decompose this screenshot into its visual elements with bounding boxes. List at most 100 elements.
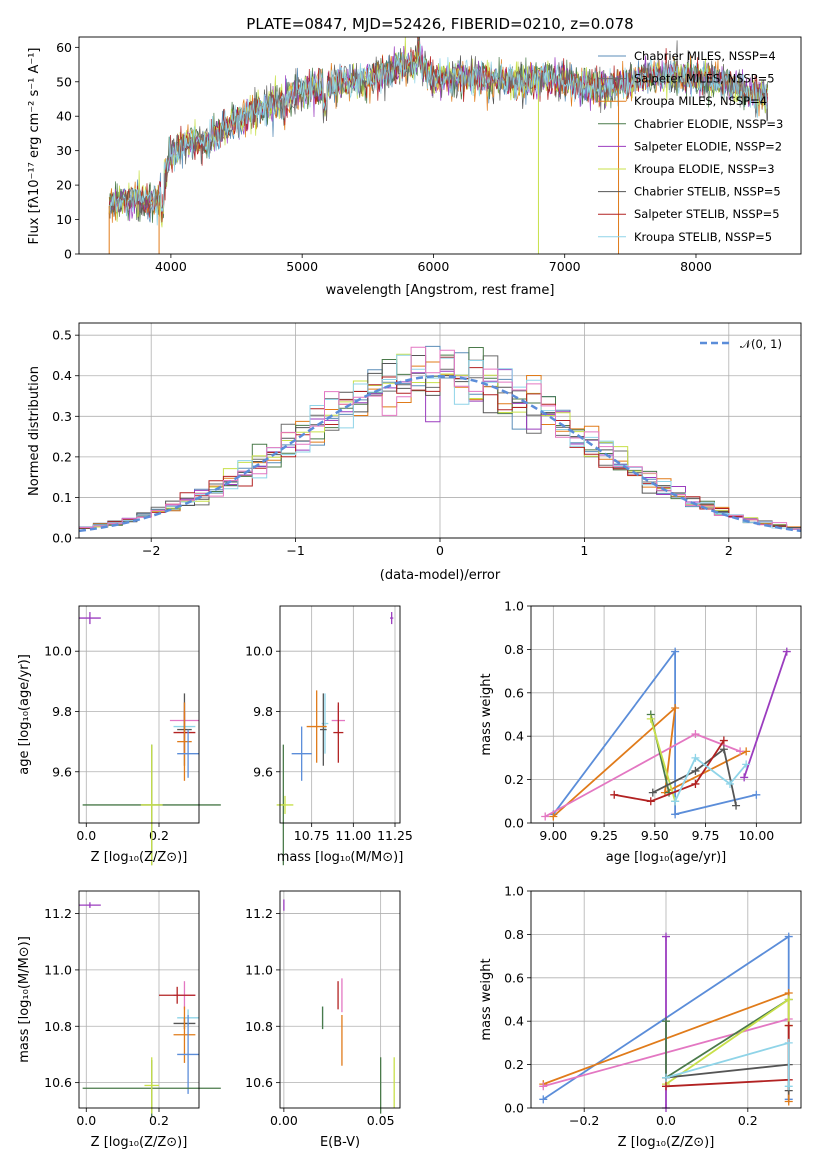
spectrum-y-axis-label: Flux [fλ10⁻¹⁷ erg cm⁻² s⁻¹ A⁻¹]	[27, 48, 42, 245]
histogram-y-axis-label: Normed distribution	[27, 366, 42, 496]
gaussian-reference-curve	[78, 374, 802, 533]
panel-frame	[279, 890, 401, 1109]
panel-x-axis-label: Z [log₁₀(Z/Z⊙)]	[91, 850, 188, 865]
weight-line	[674, 756, 747, 802]
y-tick-label: 11.2	[44, 906, 72, 921]
weight-marker	[671, 647, 680, 656]
weight-marker	[539, 1095, 548, 1104]
x-tick-label: 0	[436, 543, 444, 558]
panel-data	[79, 612, 221, 866]
y-tick-label: 0.2	[52, 449, 72, 464]
weight-marker	[671, 810, 680, 819]
spectrum-ticks: 4000 5000 6000 7000 8000 0 10 20 30 40 50 60	[56, 40, 712, 274]
mass-vs-extinction-panel: 0.00 0.05 10.6 10.8 11.0 11.2 E(B-V)	[245, 890, 401, 1150]
y-tick-label: 20	[56, 178, 72, 193]
x-tick-label: 2	[725, 543, 733, 558]
panel-frame	[78, 605, 200, 824]
weight-marker	[539, 1082, 548, 1091]
y-tick-label: 0.4	[504, 729, 524, 744]
weight-marker	[719, 736, 728, 745]
x-tick-label: 9.50	[641, 828, 669, 843]
weight-marker	[782, 647, 791, 656]
x-tick-label: 0.2	[738, 1113, 758, 1128]
weight-line	[614, 740, 725, 803]
weight-marker	[541, 812, 550, 821]
weight-marker	[784, 1082, 793, 1091]
age-vs-mass-panel: 10.75 11.00 11.25 9.6 9.8 10.0 mass [log₁₀(M/M…	[245, 605, 413, 866]
spectrum-lines	[108, 37, 769, 254]
y-tick-label: 0.2	[504, 772, 524, 787]
gaussian-legend-label: 𝒩(0, 1)	[740, 337, 782, 351]
x-tick-label: 1	[580, 543, 588, 558]
panel-grid-ticks: 0.00 0.05 10.6 10.8 11.0 11.2	[245, 891, 400, 1128]
x-tick-label: −0.2	[569, 1113, 599, 1128]
histogram-steps	[78, 345, 802, 533]
spectrum-line	[108, 44, 769, 226]
y-tick-label: 0.8	[504, 642, 524, 657]
weight-marker	[742, 760, 751, 769]
x-tick-label: 4000	[155, 259, 187, 274]
x-tick-label: 10.00	[738, 828, 774, 843]
weight-marker	[732, 801, 741, 810]
spectrum-panel: PLATE=0847, MJD=52426, FIBERID=0210, z=0…	[27, 15, 802, 298]
panel-x-axis-label: Z [log₁₀(Z/Z⊙)]	[91, 1135, 188, 1150]
panel-data	[283, 899, 395, 1114]
histogram-x-axis-label: (data-model)/error	[380, 568, 501, 583]
weight-line	[552, 648, 757, 816]
legend-label: Salpeter ELODIE, NSSP=2	[634, 139, 782, 153]
y-tick-label: 0.2	[504, 1057, 524, 1072]
panel-grid-ticks: 0.0 0.2 9.6 9.8 10.0	[44, 606, 199, 843]
y-tick-label: 1.0	[504, 884, 524, 899]
y-tick-label: 10.8	[245, 1019, 273, 1034]
x-tick-label: 0.2	[149, 828, 169, 843]
residual-histogram-panel: −2 −1 0 1 2 0.0 0.1 0.2 0.3 0.4 0.5 (data-model)/e…	[27, 322, 802, 583]
x-tick-label: 11.00	[335, 828, 371, 843]
age-vs-metallicity-panel: 0.0 0.2 9.6 9.8 10.0 Z [log₁₀(Z/Z⊙)] age [log₁…	[17, 605, 221, 866]
weight-marker	[662, 932, 670, 941]
weight-marker	[646, 797, 655, 806]
legend-label: Kroupa STELIB, NSSP=5	[634, 230, 772, 244]
panel-y-axis-label: mass weight	[479, 958, 494, 1040]
y-tick-label: 0.0	[504, 1101, 524, 1116]
panel-data	[276, 612, 394, 866]
weight-marker	[671, 703, 680, 712]
weight-marker	[784, 1097, 793, 1106]
y-tick-label: 0.8	[504, 927, 524, 942]
weight-marker	[691, 753, 700, 762]
y-tick-label: 50	[56, 74, 72, 89]
weight-marker	[784, 995, 793, 1004]
panel-grid-ticks: 10.75 11.00 11.25 9.6 9.8 10.0	[245, 606, 413, 843]
panel-y-axis-label: mass weight	[479, 673, 494, 755]
y-tick-label: 60	[56, 40, 72, 55]
panel-data	[539, 932, 793, 1112]
weight-marker	[736, 747, 745, 756]
x-tick-label: 0.0	[76, 1113, 96, 1128]
spectrum-line	[108, 37, 769, 219]
x-tick-label: 0.05	[367, 1113, 395, 1128]
y-tick-label: 0.0	[52, 531, 72, 546]
legend-label: Chabrier MILES, NSSP=4	[634, 49, 776, 63]
weight-marker	[691, 766, 700, 775]
x-tick-label: 11.25	[377, 828, 413, 843]
x-tick-label: 0.2	[149, 1113, 169, 1128]
panel-y-axis-label: mass [log₁₀(M/M⊙)]	[17, 936, 32, 1063]
y-tick-label: 11.2	[245, 906, 273, 921]
y-tick-label: 30	[56, 143, 72, 158]
weight-marker	[648, 788, 657, 797]
weight-line	[552, 705, 747, 818]
x-tick-label: 6000	[418, 259, 450, 274]
weight-line	[649, 718, 676, 802]
panel-frame	[530, 605, 802, 824]
y-tick-label: 0.0	[504, 816, 524, 831]
panel-grid-ticks: 0.0 0.2 10.6 10.8 11.0 11.2	[44, 891, 199, 1128]
legend-label: Chabrier ELODIE, NSSP=3	[634, 117, 783, 131]
y-tick-label: 11.0	[44, 962, 72, 977]
x-tick-label: 0.00	[270, 1113, 298, 1128]
weight-marker	[784, 1021, 793, 1030]
panel-data	[541, 647, 791, 821]
x-tick-label: 8000	[680, 259, 712, 274]
y-tick-label: 11.0	[245, 962, 273, 977]
panel-x-axis-label: E(B-V)	[320, 1135, 360, 1150]
histogram-step-line	[79, 369, 801, 530]
weight-marker	[784, 932, 793, 941]
